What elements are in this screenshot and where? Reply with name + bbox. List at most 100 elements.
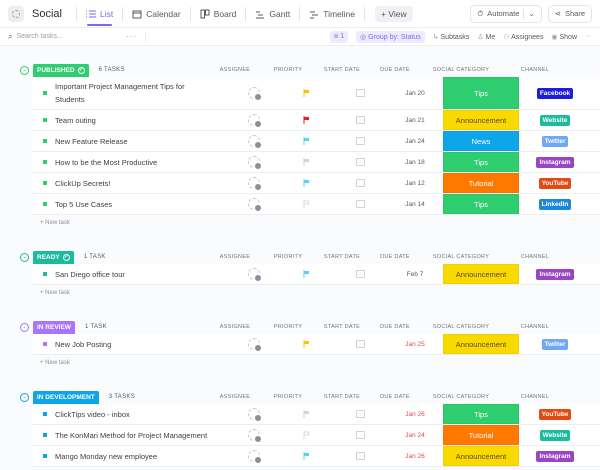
column-header-due-date[interactable]: DUE DATE: [380, 67, 410, 73]
start-date-cell[interactable]: [348, 334, 372, 354]
task-name[interactable]: Important Project Management Tips for St…: [55, 82, 185, 104]
channel-cell[interactable]: Twitter: [525, 334, 585, 354]
start-date-cell[interactable]: [348, 446, 372, 466]
channel-cell[interactable]: Twitter: [525, 131, 585, 151]
task-row[interactable]: How to be the Most Productive Jan 18 Tips I…: [32, 152, 600, 173]
channel-cell[interactable]: LinkedIn: [525, 194, 585, 214]
add-assignee-icon[interactable]: [248, 156, 262, 170]
assignee-cell[interactable]: [244, 194, 264, 214]
task-name[interactable]: ClickTips video - inbox: [55, 410, 130, 419]
social-category-cell[interactable]: Tips: [443, 194, 519, 214]
task-row[interactable]: ClickUp Secrets! Jan 12 Tutorial YouTube: [32, 173, 600, 194]
start-date-cell[interactable]: [348, 131, 372, 151]
search-input[interactable]: ⌕ Search tasks...: [8, 32, 126, 42]
task-row[interactable]: Team outing Jan 21 Announcement Website: [32, 110, 600, 131]
start-date-cell[interactable]: [348, 152, 372, 172]
priority-cell[interactable]: [294, 110, 318, 130]
add-assignee-icon[interactable]: [248, 87, 262, 101]
start-date-cell[interactable]: [348, 264, 372, 284]
task-name[interactable]: Mango Monday new employee: [55, 452, 158, 461]
column-header-priority[interactable]: PRIORITY: [273, 394, 303, 400]
due-date-cell[interactable]: Jan 21: [405, 116, 425, 124]
due-date-cell[interactable]: Jan 14: [405, 200, 425, 208]
column-header-start-date[interactable]: START DATE: [323, 394, 361, 400]
due-date-cell[interactable]: Jan 20: [405, 89, 425, 97]
channel-cell[interactable]: Instagram: [525, 152, 585, 172]
assignee-cell[interactable]: [244, 446, 264, 466]
tab-gantt[interactable]: Gantt: [250, 0, 295, 28]
start-date-cell[interactable]: [348, 194, 372, 214]
column-header-assignee[interactable]: ASSIGNEE: [219, 254, 251, 260]
task-row[interactable]: ClickTips video - inbox Jan 26 Tips YouTube: [32, 404, 600, 425]
show-button[interactable]: ◉ Show: [551, 33, 577, 41]
collapse-toggle-icon[interactable]: ⌄: [20, 392, 29, 402]
add-assignee-icon[interactable]: [248, 450, 262, 464]
task-name[interactable]: How to be the Most Productive: [55, 158, 158, 167]
channel-cell[interactable]: Website: [525, 425, 585, 445]
assignee-cell[interactable]: [244, 131, 264, 151]
start-date-cell[interactable]: [348, 425, 372, 445]
assignee-cell[interactable]: [244, 152, 264, 172]
column-header-start-date[interactable]: START DATE: [323, 67, 361, 73]
add-assignee-icon[interactable]: [248, 177, 262, 191]
task-name[interactable]: The KonMari Method for Project Managemen…: [55, 431, 208, 440]
channel-cell[interactable]: Website: [525, 110, 585, 130]
channel-cell[interactable]: Instagram: [525, 446, 585, 466]
priority-cell[interactable]: [294, 446, 318, 466]
assignee-cell[interactable]: [244, 334, 264, 354]
tab-list[interactable]: List: [81, 0, 118, 28]
assignees-button[interactable]: ⚇ Assignees: [503, 33, 543, 41]
column-header-due-date[interactable]: DUE DATE: [380, 324, 410, 330]
task-row[interactable]: New Feature Release Jan 24 News Twitter: [32, 131, 600, 152]
assignee-cell[interactable]: [244, 425, 264, 445]
automate-button[interactable]: ⏱ Automate ⌄: [470, 4, 542, 23]
start-date-cell[interactable]: [348, 173, 372, 193]
add-assignee-icon[interactable]: [248, 135, 262, 149]
priority-cell[interactable]: [294, 173, 318, 193]
task-row[interactable]: Mango Monday new employee Jan 26 Announcem…: [32, 446, 600, 467]
start-date-cell[interactable]: [348, 110, 372, 130]
column-header-assignee[interactable]: ASSIGNEE: [219, 394, 251, 400]
column-header-start-date[interactable]: START DATE: [323, 254, 361, 260]
task-row[interactable]: New Job Posting Jan 25 Announcement Twitter: [32, 334, 600, 355]
task-name[interactable]: New Job Posting: [55, 340, 112, 349]
due-date-cell[interactable]: Jan 26: [405, 452, 425, 460]
social-category-cell[interactable]: Tips: [443, 152, 519, 172]
collapse-toggle-icon[interactable]: ⌄: [20, 322, 29, 332]
task-row[interactable]: Important Project Management Tips for St…: [32, 77, 600, 110]
collapse-toggle-icon[interactable]: ⌄: [20, 65, 29, 75]
space-icon[interactable]: [8, 5, 24, 22]
more-options-icon[interactable]: ···: [585, 33, 592, 40]
assignee-cell[interactable]: [244, 404, 264, 424]
task-name[interactable]: Team outing: [55, 116, 96, 125]
channel-cell[interactable]: Instagram: [525, 264, 585, 284]
social-category-cell[interactable]: Tutorial: [443, 173, 519, 193]
column-header-social-category[interactable]: SOCIAL CATEGORY: [432, 394, 490, 400]
start-date-cell[interactable]: [348, 77, 372, 109]
priority-cell[interactable]: [294, 77, 318, 109]
column-header-assignee[interactable]: ASSIGNEE: [219, 67, 251, 73]
column-header-social-category[interactable]: SOCIAL CATEGORY: [432, 254, 490, 260]
me-button[interactable]: ♙ Me: [477, 33, 495, 41]
due-date-cell[interactable]: Feb 7: [406, 270, 424, 278]
subtasks-button[interactable]: ↳ Subtasks: [433, 33, 470, 41]
column-header-channel[interactable]: CHANNEL: [520, 254, 550, 260]
task-name[interactable]: Top 5 Use Cases: [55, 200, 113, 209]
add-assignee-icon[interactable]: [248, 338, 262, 352]
social-category-cell[interactable]: Tips: [443, 404, 519, 424]
priority-cell[interactable]: [294, 131, 318, 151]
social-category-cell[interactable]: Announcement: [443, 264, 519, 284]
chevron-down-icon[interactable]: ⌄: [528, 9, 535, 18]
add-assignee-icon[interactable]: [248, 198, 262, 212]
column-header-priority[interactable]: PRIORITY: [273, 67, 303, 73]
share-button[interactable]: ⋖ Share: [547, 4, 592, 23]
channel-cell[interactable]: Facebook: [525, 77, 585, 109]
add-assignee-icon[interactable]: [248, 429, 262, 443]
filter-button[interactable]: ⩸ 1: [329, 30, 349, 43]
add-assignee-icon[interactable]: [248, 268, 262, 282]
column-header-social-category[interactable]: SOCIAL CATEGORY: [432, 67, 490, 73]
tab-calendar[interactable]: Calendar: [127, 0, 186, 28]
task-row[interactable]: San Diego office tour Feb 7 Announcement In…: [32, 264, 600, 285]
add-assignee-icon[interactable]: [248, 408, 262, 422]
column-header-channel[interactable]: CHANNEL: [520, 324, 550, 330]
